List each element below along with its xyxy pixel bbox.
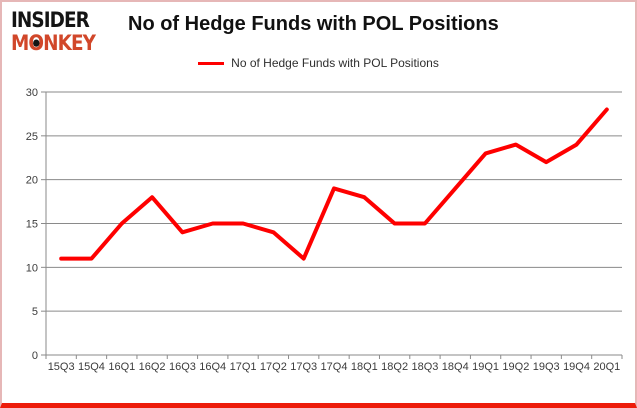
x-axis-label-16Q1: 16Q1 <box>108 361 135 373</box>
x-axis-label-15Q4: 15Q4 <box>78 361 105 373</box>
logo-monkey-m: M <box>11 30 29 56</box>
legend-label: No of Hedge Funds with POL Positions <box>231 56 439 70</box>
x-axis-label-18Q2: 18Q2 <box>381 361 408 373</box>
y-axis-label-0: 0 <box>32 350 38 362</box>
y-axis-label-30: 30 <box>26 87 38 99</box>
x-axis-label-16Q2: 16Q2 <box>139 361 166 373</box>
legend: No of Hedge Funds with POL Positions <box>2 56 635 70</box>
x-axis-label-18Q1: 18Q1 <box>351 361 378 373</box>
line-chart-plot-area: 0 5 10 15 20 25 30 15Q3 15Q4 16Q1 16Q2 16Q3 16Q4 17Q1… <box>26 87 623 373</box>
y-axis-label-10: 10 <box>26 262 38 274</box>
logo-monkey-o-with-dot: O <box>28 30 44 56</box>
x-axis-label-19Q1: 19Q1 <box>472 361 499 373</box>
insider-monkey-logo: INSIDER MONKEY <box>11 9 112 53</box>
y-axis-label-25: 25 <box>26 131 38 143</box>
chart-title: No of Hedge Funds with POL Positions <box>128 13 499 35</box>
x-axis-label-17Q4: 17Q4 <box>321 361 348 373</box>
logo-text-insider: INSIDER <box>11 6 90 33</box>
logo-text-monkey: MONKEY <box>11 32 112 53</box>
y-axis-label-5: 5 <box>32 306 38 318</box>
x-axis-label-17Q3: 17Q3 <box>290 361 317 373</box>
x-axis-label-20Q1: 20Q1 <box>593 361 620 373</box>
x-axis-label-18Q4: 18Q4 <box>442 361 469 373</box>
y-axis-label-20: 20 <box>26 175 38 187</box>
y-axis-label-15: 15 <box>26 219 38 231</box>
x-axis-label-19Q3: 19Q3 <box>533 361 560 373</box>
x-axis-label-17Q1: 17Q1 <box>230 361 257 373</box>
series-line-hedge-fund-positions <box>59 107 609 261</box>
x-axis-label-16Q3: 16Q3 <box>169 361 196 373</box>
x-axis-label-18Q3: 18Q3 <box>411 361 438 373</box>
x-axis-label-17Q2: 17Q2 <box>260 361 287 373</box>
legend-line-swatch <box>198 61 225 65</box>
x-axis-label-16Q4: 16Q4 <box>199 361 226 373</box>
x-axis-label-15Q3: 15Q3 <box>48 361 75 373</box>
x-axis-label-19Q4: 19Q4 <box>563 361 590 373</box>
x-axis-label-19Q2: 19Q2 <box>502 361 529 373</box>
logo-monkey-nkey: NKEY <box>43 30 96 56</box>
